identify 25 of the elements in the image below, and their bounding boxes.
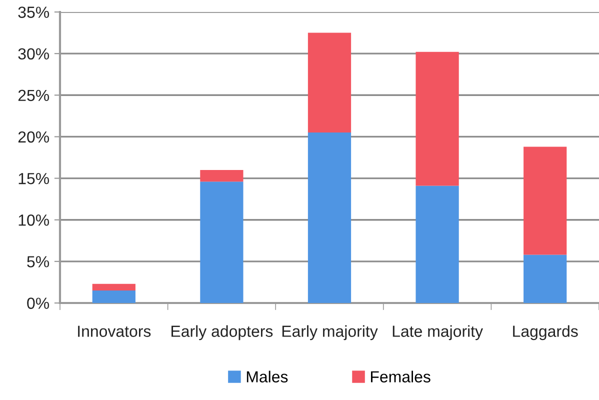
x-tick-label: Laggards	[513, 325, 578, 340]
y-tick-label: 30%	[18, 48, 50, 60]
bar	[308, 132, 352, 303]
x-tick-label: Innovators	[78, 326, 151, 337]
y-tick-label: 10%	[18, 214, 50, 226]
y-tick-label: 5%	[27, 256, 50, 268]
legend-label: Males	[246, 370, 288, 382]
bar	[524, 254, 567, 303]
y-tick-label: 20%	[18, 131, 50, 143]
bar	[92, 284, 136, 291]
bar	[200, 182, 244, 303]
legend-label: Females	[371, 370, 430, 382]
bar	[308, 32, 352, 133]
y-tick-label: 0%	[27, 298, 50, 309]
bar	[416, 52, 459, 186]
bar	[524, 146, 567, 255]
y-tick-label: 25%	[18, 90, 50, 102]
y-tick-label: 15%	[18, 172, 50, 184]
bar	[416, 186, 459, 303]
x-tick-label: Early majority	[282, 325, 378, 340]
x-tick-label: Late majority	[392, 325, 483, 340]
bar	[200, 170, 244, 182]
y-tick-label: 35%	[18, 6, 50, 18]
bar	[92, 290, 136, 303]
x-tick-label: Early adopters	[172, 325, 273, 340]
